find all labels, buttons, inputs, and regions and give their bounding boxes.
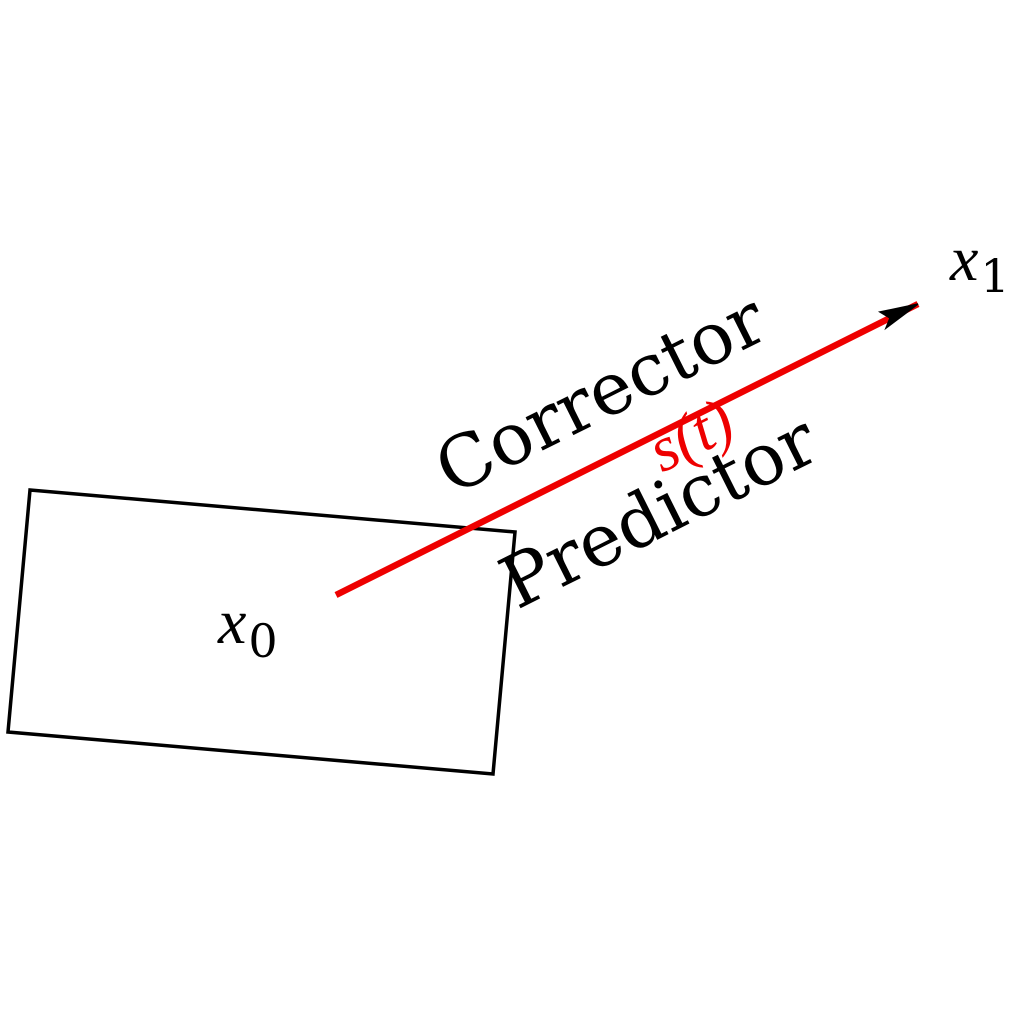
end-point-subscript: 1 — [980, 249, 1009, 303]
arrowhead-icon — [877, 303, 919, 331]
path-line — [334, 301, 920, 598]
start-point-subscript: 0 — [248, 614, 277, 668]
start-point-label: x0 — [217, 586, 278, 668]
end-point-label: x1 — [949, 223, 1010, 303]
region-box — [6, 488, 517, 776]
